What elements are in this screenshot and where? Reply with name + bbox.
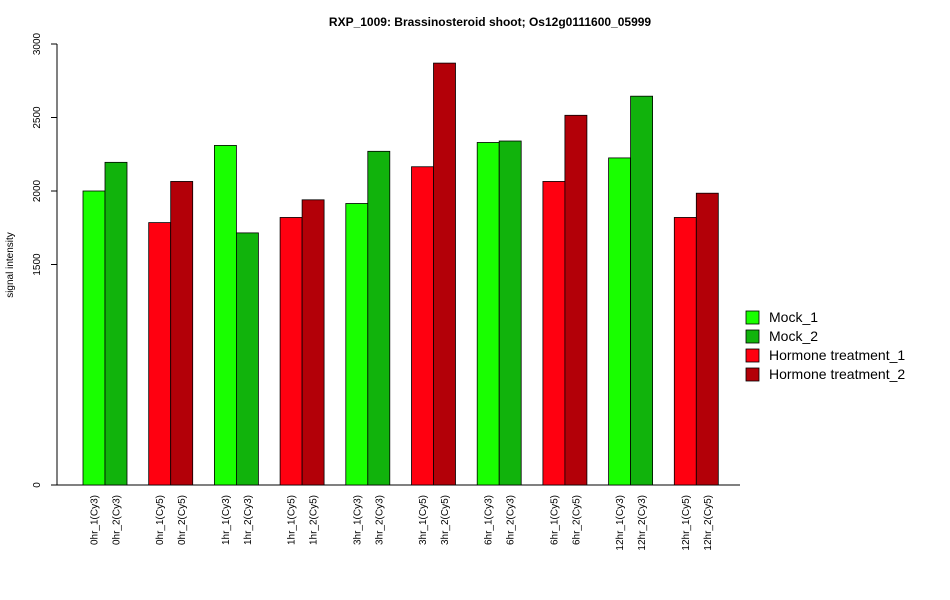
x-tick-label: 1hr_2(Cy3) bbox=[243, 495, 254, 545]
x-tick-label: 1hr_2(Cy5) bbox=[309, 495, 320, 545]
y-tick-label: 3000 bbox=[32, 32, 43, 55]
y-ticks: 0 1500 2000 2500 3000 bbox=[32, 32, 57, 488]
legend-label: Mock_2 bbox=[769, 328, 818, 344]
x-tick-label: 1hr_1(Cy5) bbox=[287, 495, 298, 545]
y-tick-label: 0 bbox=[32, 482, 43, 488]
bar bbox=[345, 203, 369, 486]
x-tick-label: 0hr_2(Cy5) bbox=[177, 495, 188, 545]
x-tick-label: 6hr_2(Cy3) bbox=[506, 495, 517, 545]
legend: Mock_1 Mock_2 Hormone treatment_1 Hormone t… bbox=[745, 309, 905, 382]
x-tick-label: 12hr_2(Cy3) bbox=[637, 495, 648, 551]
bar bbox=[433, 62, 456, 486]
y-axis-label: signal intensity bbox=[5, 232, 16, 298]
bar bbox=[148, 222, 172, 486]
x-tick-label: 12hr_1(Cy3) bbox=[615, 495, 626, 551]
x-tick-label: 0hr_2(Cy3) bbox=[112, 495, 123, 545]
bar bbox=[542, 181, 566, 486]
x-tick-label: 0hr_1(Cy3) bbox=[90, 495, 101, 545]
legend-swatch bbox=[745, 329, 760, 344]
bar bbox=[476, 142, 500, 486]
bar bbox=[498, 140, 522, 486]
y-tick-label: 1500 bbox=[32, 253, 43, 276]
chart-title: RXP_1009: Brassinosteroid shoot; Os12g01… bbox=[329, 15, 652, 29]
x-tick-label: 3hr_2(Cy3) bbox=[374, 495, 385, 545]
bar bbox=[170, 181, 194, 486]
bar bbox=[630, 95, 653, 486]
bar bbox=[213, 145, 237, 486]
legend-swatch bbox=[745, 367, 760, 382]
x-tick-label: 0hr_1(Cy5) bbox=[155, 495, 166, 545]
bar bbox=[564, 114, 588, 486]
x-tick-label: 3hr_2(Cy5) bbox=[440, 495, 451, 545]
legend-label: Hormone treatment_2 bbox=[769, 366, 905, 382]
x-tick-label: 3hr_1(Cy3) bbox=[352, 495, 363, 545]
legend-label: Mock_1 bbox=[769, 309, 818, 325]
x-tick-label: 3hr_1(Cy5) bbox=[418, 495, 429, 545]
x-tick-label: 6hr_1(Cy5) bbox=[549, 495, 560, 545]
bar bbox=[367, 150, 391, 486]
bar bbox=[608, 157, 631, 486]
x-tick-label: 6hr_1(Cy3) bbox=[484, 495, 495, 545]
legend-swatch bbox=[745, 348, 760, 363]
x-tick-labels: 0hr_1(Cy3) 0hr_2(Cy3) 0hr_1(Cy5) 0hr_2(Cy5)… bbox=[90, 495, 714, 551]
x-tick-label: 6hr_2(Cy5) bbox=[571, 495, 582, 545]
x-tick-label: 12hr_1(Cy5) bbox=[681, 495, 692, 551]
legend-label: Hormone treatment_1 bbox=[769, 347, 905, 363]
x-tick-label: 12hr_2(Cy5) bbox=[703, 495, 714, 551]
bar bbox=[411, 166, 434, 486]
bar bbox=[235, 232, 259, 486]
bars bbox=[82, 62, 719, 486]
legend-swatch bbox=[745, 310, 760, 325]
bar bbox=[673, 217, 697, 486]
bar bbox=[104, 161, 128, 486]
bar bbox=[82, 190, 106, 486]
x-tick-label: 1hr_1(Cy3) bbox=[221, 495, 232, 545]
bar bbox=[279, 217, 303, 486]
y-tick-label: 2500 bbox=[32, 106, 43, 129]
bar bbox=[695, 192, 719, 486]
bar bbox=[301, 199, 325, 486]
y-tick-label: 2000 bbox=[32, 179, 43, 202]
